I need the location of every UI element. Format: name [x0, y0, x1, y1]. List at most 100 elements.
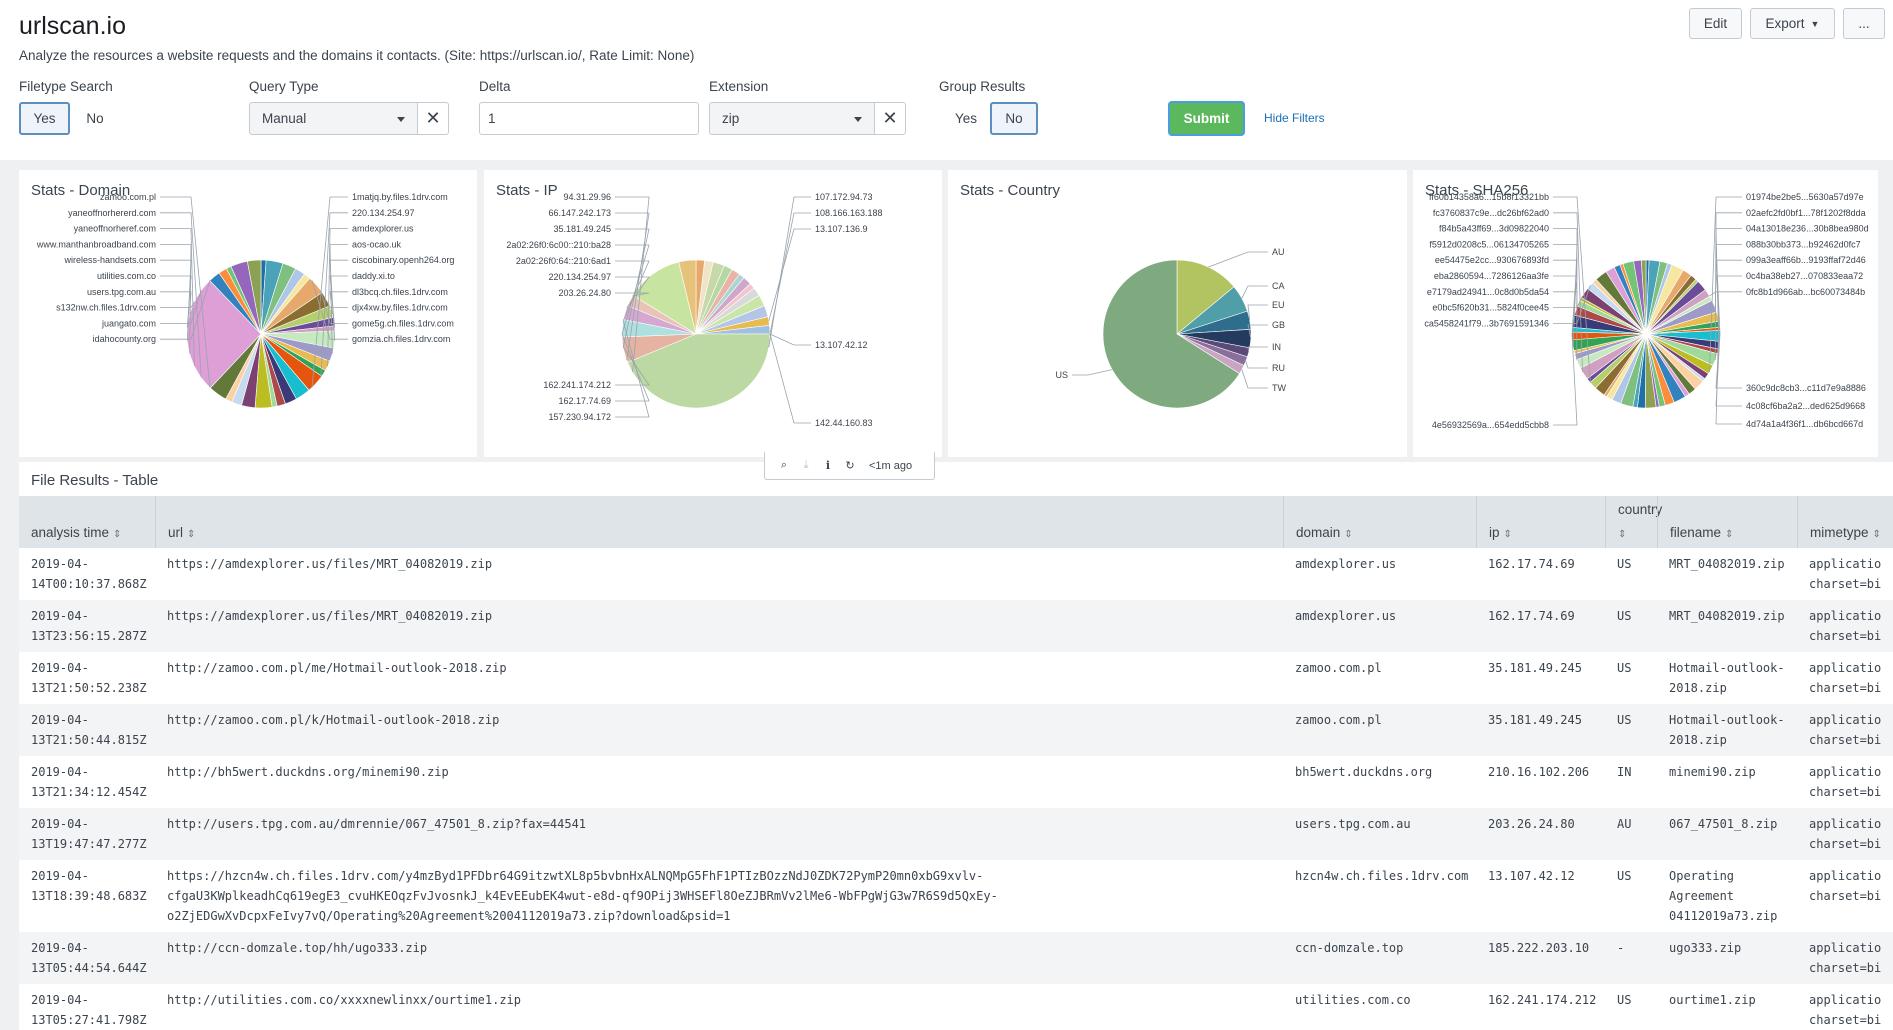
cell-url[interactable]: http://bh5wert.duckdns.org/minemi90.zip [167, 765, 449, 779]
cell-time: 2019-04- 13T19:47:47.277Z [31, 817, 147, 851]
ip-label: 142.44.160.83 [815, 418, 873, 428]
domain-label: gome5g.ch.files.1drv.com [352, 318, 454, 328]
domain-leader-line [311, 196, 348, 388]
cell-mimetype: applicatio charset=bi [1809, 941, 1882, 975]
domain-label: aos-ocao.uk [352, 239, 402, 249]
domain-label: daddy.xi.to [352, 271, 395, 281]
filetype-yes-toggle[interactable]: Yes [19, 102, 70, 135]
sha-label: 099a3eaff66b...9193ffaf72d46 [1746, 255, 1866, 265]
column-header-analysis-time[interactable]: analysis time ⇕ [31, 525, 122, 540]
sha-label: ca5458241f79...3b7691591346 [1424, 318, 1549, 328]
table-row[interactable]: 2019-04- 13T21:50:44.815Z http://zamoo.co… [19, 704, 1893, 756]
cell-url[interactable]: http://zamoo.com.pl/me/Hotmail-outlook-2… [167, 661, 507, 675]
cell-domain: ccn-domzale.top [1295, 941, 1404, 955]
panel-ip: Stats - IP 94.31.29.96 66.147.242.173 35.1… [484, 170, 942, 457]
sha-leader-line [1553, 295, 1583, 309]
delta-input[interactable]: 1 [479, 102, 699, 135]
sha-label: e7179ad24941...0c8d0b5da54 [1427, 287, 1549, 297]
column-header-filename[interactable]: filename ⇕ [1657, 496, 1797, 548]
ip-label: 13.107.136.9 [815, 224, 868, 234]
table-row[interactable]: 2019-04- 13T05:27:41.798Z http://utilitie… [19, 984, 1893, 1030]
domain-pie-chart: zamoo.com.pl yaneoffnorhererd.com yaneoffn… [36, 192, 454, 409]
query-type-select[interactable]: Manual [249, 102, 418, 135]
info-icon[interactable]: i [825, 459, 831, 472]
cell-filename: MRT_04082019.zip [1669, 609, 1785, 623]
table-row[interactable]: 2019-04- 13T21:34:12.454Z http://bh5wert.… [19, 756, 1893, 808]
cell-url[interactable]: http://utilities.com.co/xxxxnewlinxx/our… [167, 993, 522, 1007]
hide-filters-link[interactable]: Hide Filters [1264, 111, 1325, 125]
domain-leader-line [160, 275, 192, 328]
cell-url[interactable]: http://zamoo.com.pl/k/Hotmail-outlook-20… [167, 713, 500, 727]
cell-mimetype: applicatio charset=bi [1809, 713, 1882, 747]
app-description: Analyze the resources a website requests… [19, 48, 695, 63]
ip-leader-line [615, 212, 650, 361]
table-row[interactable]: 2019-04- 13T05:44:54.644Z http://ccn-domz… [19, 932, 1893, 984]
cell-country: US [1617, 993, 1632, 1007]
cell-url[interactable]: https://hzcn4w.ch.files.1drv.com/y4mzByd… [167, 869, 998, 923]
country-leader-line [1247, 324, 1268, 339]
cell-time: 2019-04- 13T21:34:12.454Z [31, 765, 147, 799]
cell-mimetype: applicatio charset=bi [1809, 609, 1882, 643]
country-label: CA [1272, 281, 1285, 291]
ip-pie-slice [678, 259, 697, 335]
cell-country: IN [1617, 765, 1632, 779]
search-icon[interactable]: ⌕ [780, 459, 788, 471]
table-row[interactable]: 2019-04- 13T18:39:48.683Z https://hzcn4w.… [19, 860, 1893, 932]
cell-mimetype: applicatio charset=bi [1809, 661, 1882, 695]
extension-select[interactable]: zip [709, 102, 875, 135]
table-row[interactable]: 2019-04- 13T23:56:15.287Z https://amdexpl… [19, 600, 1893, 652]
cell-time: 2019-04- 13T05:27:41.798Z [31, 993, 147, 1027]
cell-url[interactable]: https://amdexplorer.us/files/MRT_0408201… [167, 557, 493, 571]
ip-label: 94.31.29.96 [563, 192, 611, 202]
ip-leader-line [615, 347, 650, 386]
column-header-country[interactable]: country ⇕ [1605, 496, 1662, 548]
submit-button[interactable]: Submit [1168, 101, 1245, 136]
cell-url[interactable]: http://ccn-domzale.top/hh/ugo333.zip [167, 941, 428, 955]
cell-mimetype: applicatio charset=bi [1809, 765, 1882, 799]
cell-country: US [1617, 869, 1632, 883]
ip-label: 203.26.24.80 [558, 288, 611, 298]
domain-label: zamoo.com.pl [100, 192, 156, 202]
refresh-icon[interactable]: ↻ [845, 460, 855, 472]
group-no-toggle[interactable]: No [990, 102, 1038, 135]
caret-down-icon [397, 117, 405, 122]
table-row[interactable]: 2019-04- 13T19:47:47.277Z http://users.tp… [19, 808, 1893, 860]
extension-value: zip [722, 111, 740, 126]
export-button[interactable]: Export ▼ [1750, 8, 1835, 39]
sha-leader-line [1553, 333, 1578, 426]
cell-mimetype: applicatio charset=bi [1809, 557, 1882, 591]
country-label: TW [1272, 383, 1286, 393]
group-results-label: Group Results [939, 79, 1026, 94]
ip-leader-line [769, 333, 811, 346]
table-row[interactable]: 2019-04- 14T00:10:37.868Z https://amdexpl… [19, 548, 1893, 600]
more-button[interactable]: ... [1843, 8, 1885, 39]
sha-leader-line [1715, 320, 1742, 425]
cell-url[interactable]: https://amdexplorer.us/files/MRT_0408201… [167, 609, 493, 623]
cell-ip: 162.241.174.212 [1488, 993, 1597, 1007]
edit-button[interactable]: Edit [1689, 8, 1742, 39]
cell-country: US [1617, 557, 1632, 571]
sort-icon: ⇕ [1618, 529, 1627, 540]
column-header-ip[interactable]: ip ⇕ [1476, 496, 1605, 548]
sort-icon: ⇕ [1503, 529, 1512, 540]
domain-leader-line [327, 228, 348, 367]
column-header-url[interactable]: url ⇕ [155, 496, 1283, 548]
download-icon[interactable]: ⤓ [803, 459, 809, 471]
query-type-clear-button[interactable]: ✕ [417, 102, 449, 135]
cell-country: US [1617, 609, 1632, 623]
sort-icon: ⇕ [1725, 529, 1734, 540]
ip-label: 13.107.42.12 [815, 340, 868, 350]
column-header-mimetype[interactable]: mimetype ⇕ [1797, 496, 1893, 548]
column-header-domain[interactable]: domain ⇕ [1283, 496, 1476, 548]
domain-leader-line [311, 280, 348, 340]
sha-leader-line [1715, 244, 1742, 335]
ip-leader-line [768, 228, 811, 321]
extension-clear-button[interactable]: ✕ [874, 102, 906, 135]
cell-url[interactable]: http://users.tpg.com.au/dmrennie/067_475… [167, 817, 587, 831]
table-row[interactable]: 2019-04- 13T21:50:52.238Z http://zamoo.co… [19, 652, 1893, 704]
domain-leader-line [320, 212, 348, 378]
country-leader-line [1241, 285, 1268, 299]
filetype-no-toggle[interactable]: No [86, 111, 104, 126]
cell-filename: MRT_04082019.zip [1669, 557, 1785, 571]
group-yes-toggle[interactable]: Yes [954, 111, 978, 126]
